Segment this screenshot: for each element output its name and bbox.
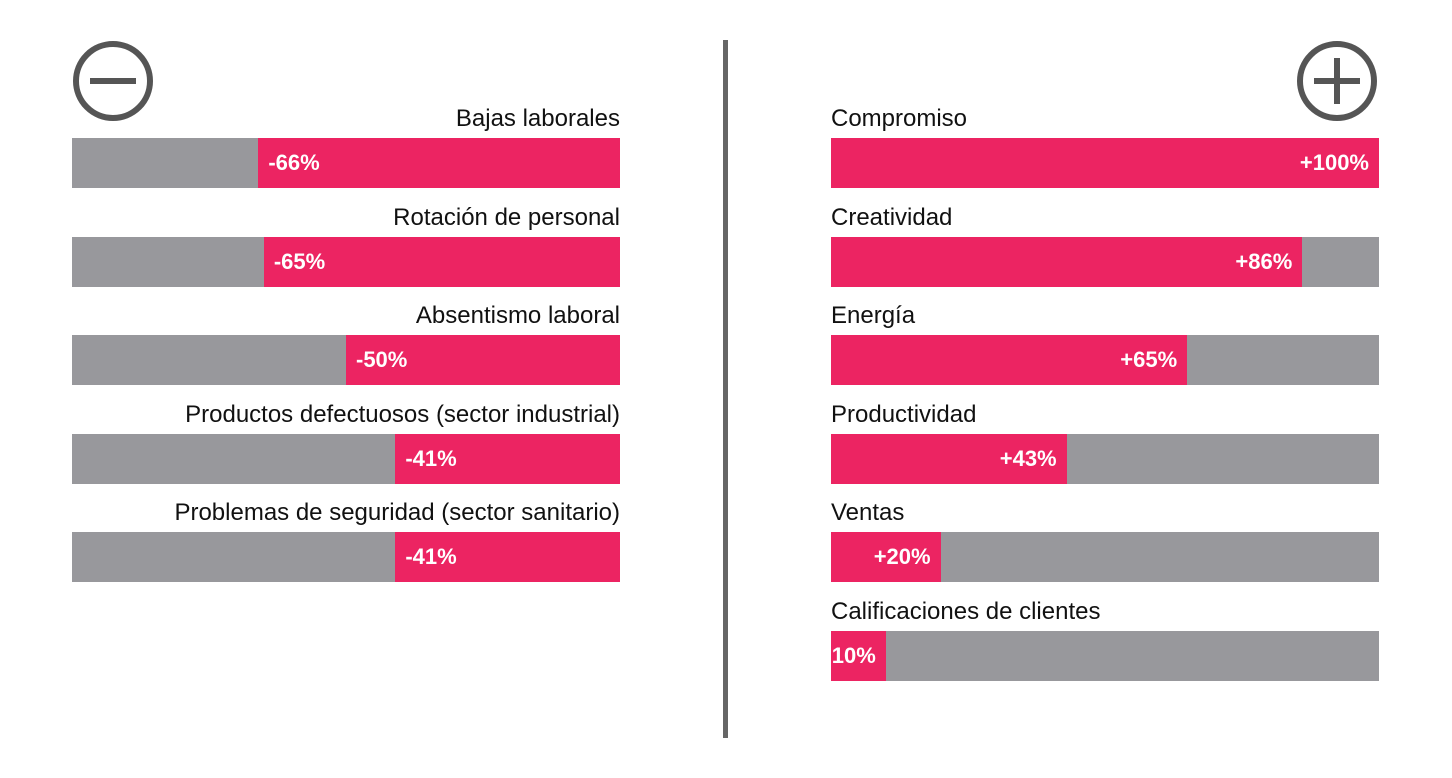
plus-circle-icon bbox=[1297, 41, 1377, 121]
bar-value-label: -50% bbox=[356, 347, 408, 372]
bar-value-label: +20% bbox=[873, 544, 931, 569]
bar-track: -41% bbox=[72, 433, 620, 484]
bar-value-label: -41% bbox=[405, 544, 457, 569]
bar-category-label: Bajas laborales bbox=[455, 105, 620, 132]
bar-item: Rotación de personal -65% bbox=[72, 203, 620, 287]
minus-circle-icon bbox=[73, 41, 153, 121]
bar-track: +65% bbox=[831, 335, 1379, 385]
bar-item: Absentismo laboral -50% bbox=[72, 301, 620, 385]
bar-category-label: Energía bbox=[831, 302, 916, 329]
bar-value-label: -65% bbox=[273, 248, 326, 274]
bar-track: +86% bbox=[831, 236, 1379, 287]
bar-category-label: Ventas bbox=[831, 499, 905, 526]
bar-category-label: Problemas de seguridad (sector sanitario… bbox=[174, 499, 620, 526]
bar-item: Calificaciones de clientes +10% bbox=[819, 597, 1379, 681]
bar-track: +20% bbox=[831, 532, 1379, 582]
bar-category-label: Absentismo laboral bbox=[415, 302, 620, 329]
bar-fill: +10% bbox=[819, 630, 886, 681]
bar-category-label: Creatividad bbox=[831, 203, 953, 231]
bar-item: Bajas laborales -66% bbox=[72, 104, 620, 188]
bar-track: +100% bbox=[831, 138, 1379, 188]
bar-item: Compromiso +100% bbox=[831, 104, 1379, 188]
bar-category-label: Rotación de personal bbox=[393, 203, 620, 231]
bar-value-label: +10% bbox=[818, 642, 876, 668]
bar-fill: -50% bbox=[346, 335, 620, 385]
center-divider bbox=[723, 40, 728, 738]
bar-item: Productos defectuosos (sector industrial… bbox=[72, 400, 620, 484]
bar-value-label: -66% bbox=[268, 150, 320, 175]
bar-category-label: Compromiso bbox=[831, 105, 968, 132]
bar-value-label: +43% bbox=[999, 445, 1057, 471]
bar-category-label: Calificaciones de clientes bbox=[831, 597, 1101, 625]
bar-value-label: +65% bbox=[1120, 347, 1178, 372]
bar-item: Ventas +20% bbox=[831, 498, 1379, 582]
bar-item: Creatividad +86% bbox=[831, 203, 1379, 287]
bar-value-label: +86% bbox=[1235, 248, 1293, 274]
bar-track: -50% bbox=[72, 335, 620, 385]
bar-value-label: -41% bbox=[405, 445, 457, 471]
bar-fill: +43% bbox=[831, 433, 1067, 484]
bar-fill: +100% bbox=[831, 138, 1379, 188]
bar-value-label: +100% bbox=[1299, 150, 1369, 175]
bar-track: -65% bbox=[72, 236, 620, 287]
bar-fill: -65% bbox=[263, 236, 620, 287]
bar-track: +10% bbox=[819, 630, 1379, 681]
bar-item: Problemas de seguridad (sector sanitario… bbox=[72, 498, 620, 582]
bar-category-label: Productos defectuosos (sector industrial… bbox=[185, 400, 620, 428]
bar-fill: +20% bbox=[831, 532, 941, 582]
bar-fill: +65% bbox=[831, 335, 1188, 385]
bar-fill: -66% bbox=[258, 138, 620, 188]
bar-fill: +86% bbox=[831, 236, 1303, 287]
bar-fill: -41% bbox=[395, 433, 620, 484]
bar-item: Energía +65% bbox=[831, 301, 1379, 385]
bar-item: Productividad +43% bbox=[831, 400, 1379, 484]
bar-category-label: Productividad bbox=[831, 400, 977, 428]
bar-fill: -41% bbox=[395, 532, 620, 582]
bar-track: -41% bbox=[72, 532, 620, 582]
bar-track: -66% bbox=[72, 138, 620, 188]
bar-track: +43% bbox=[831, 433, 1379, 484]
